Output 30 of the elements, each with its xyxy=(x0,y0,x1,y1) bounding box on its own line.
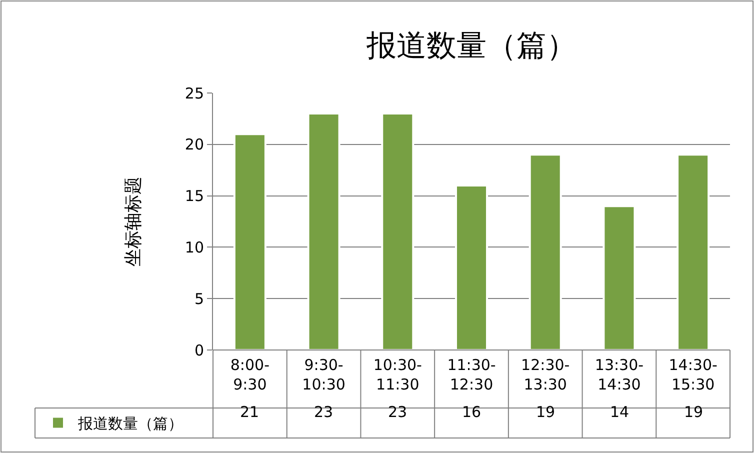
bar xyxy=(602,205,636,350)
data-label: 23 xyxy=(314,403,334,421)
chart-title: 报道数量（篇） xyxy=(366,28,576,64)
x-tick-label: 14:30-15:30 xyxy=(668,356,718,394)
data-label: 19 xyxy=(684,403,704,421)
bar xyxy=(454,184,488,350)
data-label: 23 xyxy=(388,403,408,421)
data-label: 14 xyxy=(610,403,630,421)
y-tick-label: 25 xyxy=(184,84,204,102)
x-tick-label: 10:30-11:30 xyxy=(373,356,422,394)
x-tick-label: 8:00-9:30 xyxy=(230,356,270,394)
bar xyxy=(381,112,414,350)
x-tick-label: 11:30-12:30 xyxy=(447,356,496,394)
bar xyxy=(307,112,340,350)
data-label: 16 xyxy=(462,403,482,421)
bar xyxy=(676,154,710,350)
x-tick-label: 13:30-14:30 xyxy=(594,356,644,394)
y-tick-label: 0 xyxy=(194,341,204,360)
data-label: 21 xyxy=(240,403,260,421)
x-tick-label: 12:30-13:30 xyxy=(521,356,570,394)
y-axis-title: 坐标轴标题 xyxy=(123,176,144,266)
bar xyxy=(233,133,266,350)
y-tick-label: 20 xyxy=(184,136,204,154)
y-tick-label: 5 xyxy=(194,290,204,308)
legend-label: 报道数量（篇） xyxy=(77,414,183,433)
bar xyxy=(528,154,562,350)
x-tick-label: 9:30-10:30 xyxy=(302,356,346,394)
y-tick-label: 10 xyxy=(184,238,204,256)
y-tick-label: 15 xyxy=(184,187,204,206)
data-label: 19 xyxy=(536,403,556,421)
